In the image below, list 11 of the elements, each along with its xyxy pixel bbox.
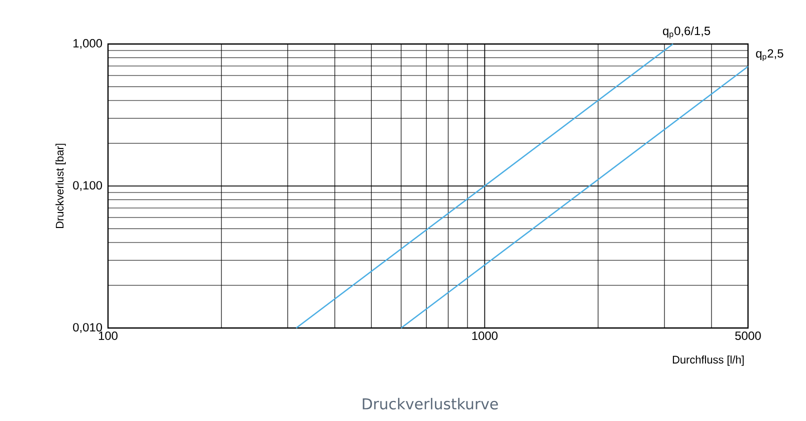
series-label: q$_{p}$0,6/1,5 — [662, 26, 710, 38]
x-tick-label: 100 — [98, 332, 118, 340]
x-tick-label: 1000 — [472, 332, 498, 340]
x-axis-title: Durchfluss [l/h] — [672, 356, 744, 366]
y-tick-label: 0,010 — [73, 323, 102, 333]
y-tick-label: 0,100 — [73, 181, 102, 191]
text: Druckverlustkurve — [362, 398, 498, 410]
x-tick-label: 5000 — [735, 332, 761, 340]
y-axis-title: Druckverlust [bar] — [56, 144, 66, 228]
series-label: q$_{p}$2,5 — [756, 49, 784, 62]
y-tick-label: 1,000 — [73, 39, 102, 49]
